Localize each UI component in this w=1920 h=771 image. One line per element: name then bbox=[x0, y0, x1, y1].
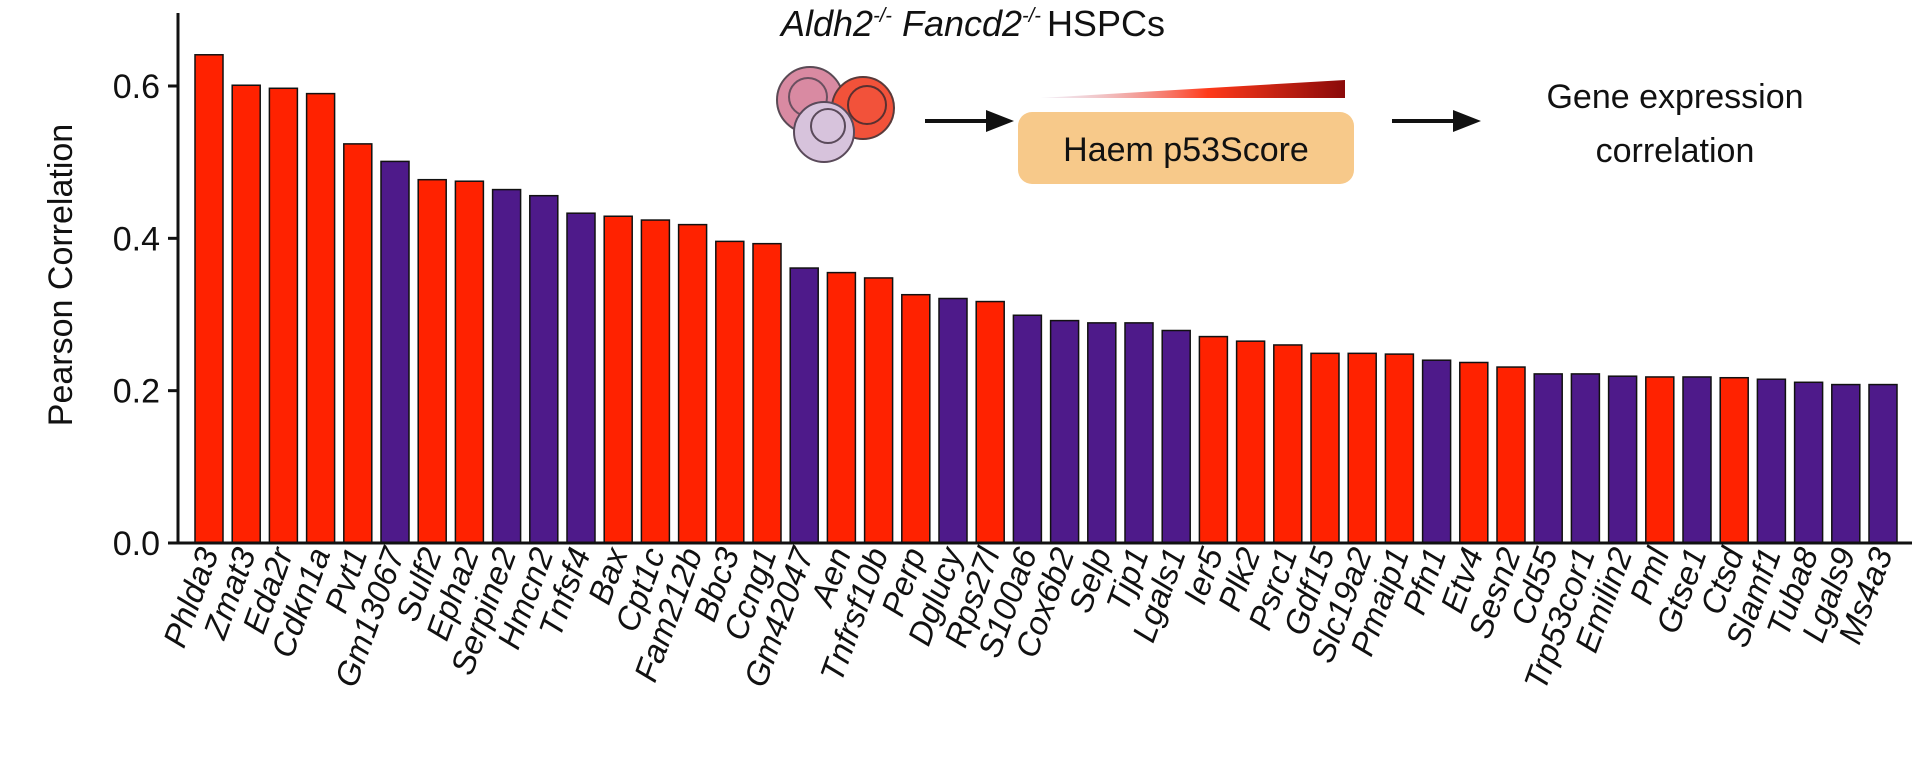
y-axis: 0.0 0.2 0.4 0.6 bbox=[113, 13, 1912, 563]
inset-title-sup2: -/- bbox=[1022, 5, 1041, 27]
bar-cdkn1a bbox=[305, 92, 336, 544]
bar-psrc1 bbox=[1273, 344, 1303, 544]
bar-pmaip1 bbox=[1384, 353, 1415, 544]
inset-title-cells: HSPCs bbox=[1047, 3, 1165, 44]
y-axis-label: Pearson Correlation bbox=[42, 124, 80, 426]
bar-pml bbox=[1645, 376, 1675, 544]
bar-pfn1 bbox=[1421, 359, 1452, 544]
bar-bbc3 bbox=[715, 240, 745, 544]
bar-hmcn2 bbox=[529, 194, 559, 544]
bar-tjp1 bbox=[1124, 322, 1154, 544]
bar-bax bbox=[603, 215, 633, 544]
bar-pvt1 bbox=[343, 143, 373, 544]
bar-lgals9 bbox=[1831, 383, 1861, 544]
bar-ms4a3 bbox=[1868, 383, 1898, 544]
inset-title-gene2: Fancd2 bbox=[902, 3, 1022, 44]
bar-phlda3 bbox=[194, 54, 224, 544]
bar-tnfsf4 bbox=[566, 212, 596, 544]
y-tick-label: 0.4 bbox=[113, 220, 160, 258]
bar-cpt1c bbox=[640, 219, 671, 544]
arrow-icon bbox=[1392, 110, 1481, 132]
bar-serpine2 bbox=[491, 188, 522, 544]
bar-ccng1 bbox=[752, 242, 782, 544]
result-label-line2: correlation bbox=[1596, 132, 1755, 170]
result-label-line1: Gene expression bbox=[1546, 78, 1803, 116]
bars-group bbox=[194, 54, 1898, 544]
bar-gdf15 bbox=[1310, 352, 1340, 544]
bar-ctsd bbox=[1719, 376, 1749, 544]
bar-s100a6 bbox=[1012, 314, 1043, 544]
y-tick-label: 0.0 bbox=[113, 525, 160, 563]
bar-ier5 bbox=[1198, 335, 1229, 544]
bar-tnfrsf10b bbox=[863, 277, 894, 544]
bar-plk2 bbox=[1235, 340, 1266, 544]
bar-cox6b2 bbox=[1049, 319, 1080, 544]
bar-aen bbox=[826, 271, 857, 544]
bar-etv4 bbox=[1459, 361, 1489, 544]
bar-slamf1 bbox=[1756, 378, 1787, 544]
bar-emilin2 bbox=[1607, 375, 1638, 544]
bar-lgals1 bbox=[1161, 329, 1191, 544]
bar-gm42047 bbox=[789, 267, 819, 544]
bar-epha2 bbox=[454, 180, 485, 544]
score-badge-label: Haem p53Score bbox=[1063, 131, 1309, 169]
bar-sulf2 bbox=[417, 178, 447, 544]
cells-icon bbox=[776, 66, 895, 163]
bar-selp bbox=[1087, 322, 1117, 544]
inset-schematic: Aldh2-/- Fancd2-/- HSPCs Haem p53Score Gen… bbox=[776, 3, 1804, 184]
bar-gtse1 bbox=[1682, 376, 1712, 544]
score-badge bbox=[1018, 112, 1354, 184]
bar-tuba8 bbox=[1793, 381, 1824, 544]
bar-eda2r bbox=[268, 87, 299, 544]
inset-title: Aldh2-/- Fancd2-/- HSPCs bbox=[779, 3, 1165, 44]
bar-zmat3 bbox=[231, 84, 261, 544]
category-labels: Phlda3Zmat3Eda2rCdkn1aPvt1Gm13067Sulf2Ep… bbox=[156, 540, 1900, 694]
bar-slc19a2 bbox=[1347, 352, 1377, 544]
bar-cd55 bbox=[1533, 373, 1563, 544]
inset-title-sup1: -/- bbox=[873, 5, 892, 27]
bar-gm13067 bbox=[380, 160, 410, 544]
y-tick-label: 0.2 bbox=[113, 373, 160, 411]
inset-title-gene1: Aldh2 bbox=[779, 3, 873, 44]
bar-dglucy bbox=[938, 297, 968, 544]
bar-trp53cor1 bbox=[1570, 373, 1601, 544]
arrow-icon bbox=[925, 110, 1014, 132]
bar-fam212b bbox=[677, 223, 708, 544]
bar-rps27l bbox=[975, 300, 1005, 544]
bar-perp bbox=[901, 293, 931, 544]
bar-sesn2 bbox=[1496, 366, 1526, 544]
y-tick-label: 0.6 bbox=[113, 68, 160, 106]
gradient-wedge bbox=[1040, 80, 1345, 98]
